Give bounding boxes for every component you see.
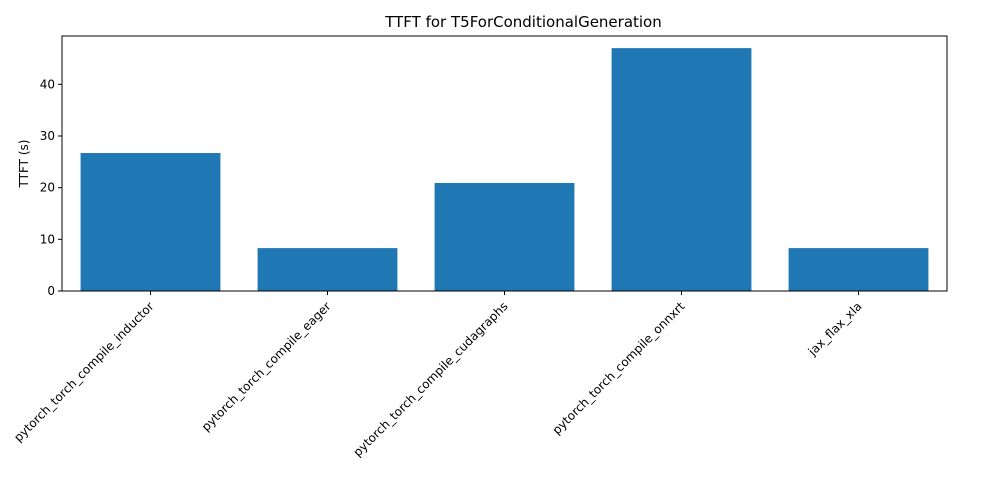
bars-group: [80, 48, 929, 292]
bar-jax-flax-xla: [788, 248, 929, 291]
y-tick-label: 30: [40, 129, 55, 143]
bar-pytorch-torch-compile-eager: [257, 248, 398, 291]
y-tick-label: 10: [40, 232, 55, 246]
chart-title: TTFT for T5ForConditionalGeneration: [384, 13, 662, 31]
y-axis-label: TTFT (s): [17, 140, 31, 189]
y-tick-label: 40: [40, 77, 55, 91]
bar-pytorch-torch-compile-cudagraphs: [434, 183, 575, 291]
bar-pytorch-torch-compile-inductor: [80, 153, 221, 291]
plot-frame: [61, 35, 948, 292]
y-tick-label: 0: [47, 284, 55, 298]
y-tick-label: 20: [40, 181, 55, 195]
bar-pytorch-torch-compile-onnxrt: [611, 48, 752, 292]
y-axis: 0 10 20 30 40: [40, 77, 62, 298]
